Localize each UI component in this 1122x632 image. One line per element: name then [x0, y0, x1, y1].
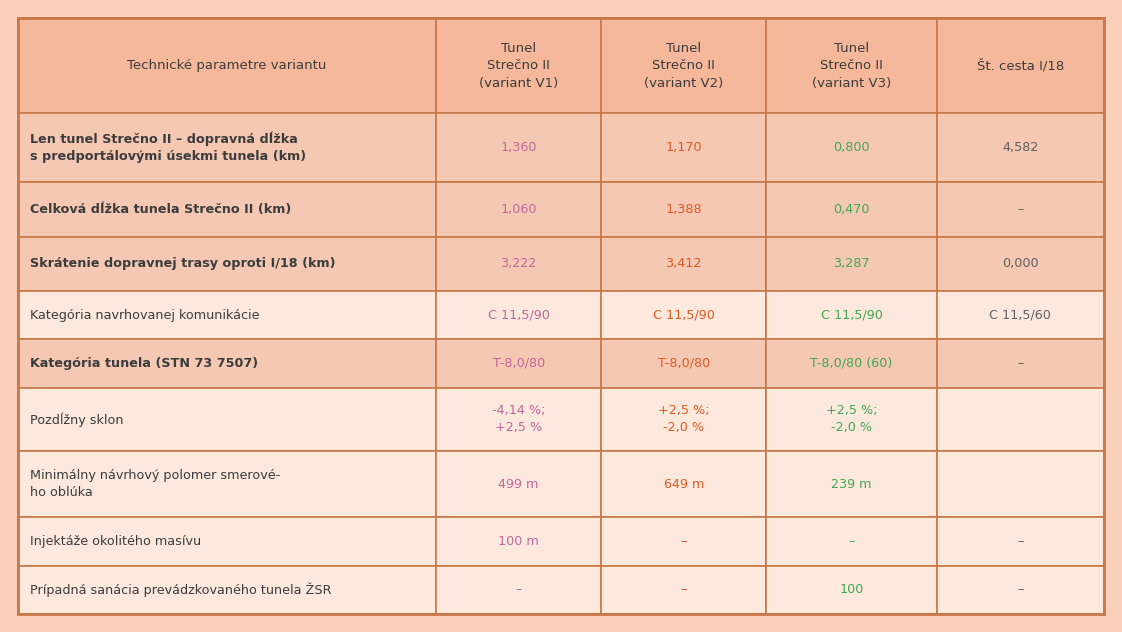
- Bar: [436, 18, 601, 113]
- Text: 1,388: 1,388: [665, 203, 702, 216]
- Text: Kategória navrhovanej komunikácie: Kategória navrhovanej komunikácie: [30, 308, 259, 322]
- Bar: [766, 518, 937, 566]
- Text: 3,222: 3,222: [500, 257, 536, 270]
- Text: Kategória tunela (STN 73 7507): Kategória tunela (STN 73 7507): [30, 357, 258, 370]
- Bar: [601, 387, 766, 451]
- Bar: [937, 451, 1104, 518]
- Text: 3,412: 3,412: [665, 257, 702, 270]
- Text: –: –: [1018, 357, 1023, 370]
- Bar: [18, 339, 436, 387]
- Bar: [937, 339, 1104, 387]
- Bar: [18, 183, 436, 237]
- Bar: [601, 113, 766, 183]
- Bar: [18, 451, 436, 518]
- Bar: [601, 237, 766, 291]
- Bar: [766, 451, 937, 518]
- Text: 239 m: 239 m: [831, 478, 872, 490]
- Text: C 11,5/90: C 11,5/90: [488, 308, 550, 322]
- Text: –: –: [515, 583, 522, 597]
- Text: –: –: [1018, 535, 1023, 548]
- Text: C 11,5/60: C 11,5/60: [990, 308, 1051, 322]
- Bar: [601, 339, 766, 387]
- Text: –: –: [1018, 583, 1023, 597]
- Bar: [937, 518, 1104, 566]
- Text: +2,5 %;
-2,0 %: +2,5 %; -2,0 %: [657, 404, 709, 434]
- Text: 1,060: 1,060: [500, 203, 537, 216]
- Text: Technické parametre variantu: Technické parametre variantu: [128, 59, 327, 72]
- Bar: [937, 113, 1104, 183]
- Text: Pozdĺžny sklon: Pozdĺžny sklon: [30, 412, 123, 427]
- Bar: [937, 237, 1104, 291]
- Bar: [766, 113, 937, 183]
- Text: -4,14 %;
+2,5 %: -4,14 %; +2,5 %: [491, 404, 545, 434]
- Text: –: –: [848, 535, 855, 548]
- Text: Tunel
Strečno II
(variant V2): Tunel Strečno II (variant V2): [644, 42, 724, 90]
- Bar: [766, 183, 937, 237]
- Text: 4,582: 4,582: [1002, 141, 1039, 154]
- Bar: [18, 518, 436, 566]
- Bar: [436, 451, 601, 518]
- Text: Skrátenie dopravnej trasy oproti I/18 (km): Skrátenie dopravnej trasy oproti I/18 (k…: [30, 257, 335, 270]
- Text: Celková dĺžka tunela Strečno II (km): Celková dĺžka tunela Strečno II (km): [30, 203, 292, 216]
- Bar: [937, 183, 1104, 237]
- Bar: [937, 291, 1104, 339]
- Text: 499 m: 499 m: [498, 478, 539, 490]
- Bar: [436, 518, 601, 566]
- Text: C 11,5/90: C 11,5/90: [820, 308, 882, 322]
- Bar: [436, 113, 601, 183]
- Bar: [18, 113, 436, 183]
- Text: 649 m: 649 m: [663, 478, 703, 490]
- Text: T-8,0/80: T-8,0/80: [657, 357, 710, 370]
- Text: 1,170: 1,170: [665, 141, 702, 154]
- Bar: [601, 518, 766, 566]
- Bar: [18, 237, 436, 291]
- Bar: [766, 566, 937, 614]
- Bar: [18, 387, 436, 451]
- Text: Tunel
Strečno II
(variant V1): Tunel Strečno II (variant V1): [479, 42, 559, 90]
- Bar: [601, 18, 766, 113]
- Bar: [436, 291, 601, 339]
- Bar: [601, 451, 766, 518]
- Text: T-8,0/80 (60): T-8,0/80 (60): [810, 357, 893, 370]
- Text: 0,000: 0,000: [1002, 257, 1039, 270]
- Bar: [18, 18, 436, 113]
- Text: 1,360: 1,360: [500, 141, 537, 154]
- Bar: [937, 387, 1104, 451]
- Bar: [436, 566, 601, 614]
- Bar: [766, 291, 937, 339]
- Text: 0,470: 0,470: [834, 203, 870, 216]
- Text: –: –: [681, 535, 687, 548]
- Bar: [601, 291, 766, 339]
- Bar: [436, 387, 601, 451]
- Bar: [436, 183, 601, 237]
- Text: +2,5 %;
-2,0 %: +2,5 %; -2,0 %: [826, 404, 877, 434]
- Bar: [18, 291, 436, 339]
- Bar: [766, 339, 937, 387]
- Text: Tunel
Strečno II
(variant V3): Tunel Strečno II (variant V3): [812, 42, 891, 90]
- Text: –: –: [1018, 203, 1023, 216]
- Text: Št. cesta I/18: Št. cesta I/18: [977, 59, 1064, 72]
- Bar: [601, 183, 766, 237]
- Text: Len tunel Strečno II – dopravná dĺžka
s predportálovými úsekmi tunela (km): Len tunel Strečno II – dopravná dĺžka s …: [30, 132, 306, 164]
- Bar: [436, 237, 601, 291]
- Text: 100: 100: [839, 583, 864, 597]
- Bar: [766, 237, 937, 291]
- Text: 100 m: 100 m: [498, 535, 539, 548]
- Text: 0,800: 0,800: [834, 141, 870, 154]
- Text: –: –: [681, 583, 687, 597]
- Text: T-8,0/80: T-8,0/80: [493, 357, 545, 370]
- Text: C 11,5/90: C 11,5/90: [653, 308, 715, 322]
- Bar: [937, 566, 1104, 614]
- Text: Prípadná sanácia prevádzkovaného tunela ŽSR: Prípadná sanácia prevádzkovaného tunela …: [30, 583, 331, 597]
- Bar: [18, 566, 436, 614]
- Bar: [766, 18, 937, 113]
- Text: Minimálny návrhový polomer smerové-
ho oblúka: Minimálny návrhový polomer smerové- ho o…: [30, 469, 280, 499]
- Bar: [766, 387, 937, 451]
- Text: 3,287: 3,287: [834, 257, 870, 270]
- Bar: [937, 18, 1104, 113]
- Bar: [436, 339, 601, 387]
- Bar: [601, 566, 766, 614]
- Text: Injektáže okolitého masívu: Injektáže okolitého masívu: [30, 535, 201, 548]
